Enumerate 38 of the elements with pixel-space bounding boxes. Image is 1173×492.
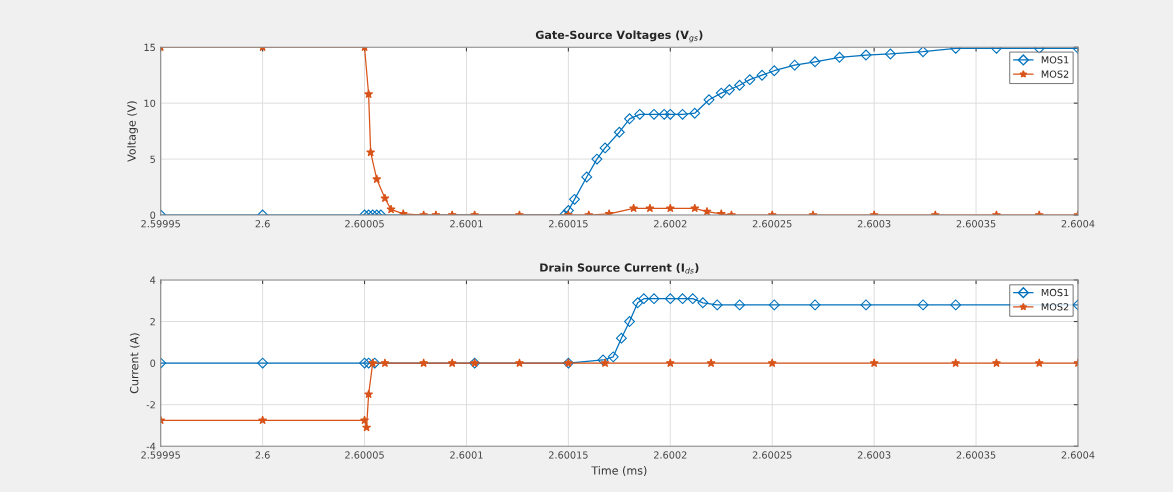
y-tick-label: -2 [146, 401, 155, 409]
x-tick-label: 2.6004 [1061, 220, 1095, 228]
x-axis-title: Time (ms) [591, 466, 647, 476]
legend-label: MOS1 [1041, 56, 1069, 64]
x-tick-label: 2.60025 [752, 220, 792, 228]
x-tick-label: 2.59995 [141, 451, 180, 459]
y-tick-label: 0 [150, 359, 156, 367]
x-tick-label: 2.6 [255, 220, 270, 228]
x-tick-label: 2.60005 [345, 220, 384, 228]
x-tick-label: 2.6001 [450, 220, 483, 228]
x-tick-label: 2.59995 [141, 220, 180, 228]
y-tick-label: 15 [144, 43, 155, 52]
legend-label: MOS1 [1041, 288, 1069, 297]
x-tick-label: 2.60015 [548, 451, 588, 459]
x-tick-label: 2.60035 [956, 451, 996, 459]
y-tick-label: 5 [150, 155, 155, 163]
y-axis-title: Current (A) [129, 333, 140, 394]
y-tick-label: 2 [150, 318, 155, 326]
y-tick-label: -4 [146, 442, 156, 450]
x-tick-label: 2.6003 [857, 220, 891, 228]
x-tick-label: 2.60015 [548, 220, 588, 228]
x-tick-label: 2.6004 [1061, 451, 1095, 459]
y-axis-title: Voltage (V) [127, 101, 138, 162]
chart-title: Gate-Source Voltages (V$_{gs}$) [535, 30, 703, 43]
y-tick-label: 10 [144, 99, 156, 107]
x-tick-label: 2.6002 [654, 220, 687, 228]
y-tick-label: 4 [150, 276, 156, 284]
x-tick-label: 2.60025 [752, 451, 792, 459]
y-tick-label: 0 [150, 211, 156, 219]
x-tick-label: 2.6003 [857, 451, 891, 459]
x-tick-label: 2.60035 [956, 220, 996, 228]
x-tick-label: 2.6 [255, 451, 270, 459]
legend-label: MOS2 [1041, 303, 1069, 311]
x-tick-label: 2.6001 [450, 451, 483, 459]
chart-title: Drain Source Current (I$_{ds}$) [540, 263, 699, 274]
x-tick-label: 2.6002 [654, 451, 687, 459]
legend-label: MOS2 [1041, 70, 1069, 78]
x-tick-label: 2.60005 [345, 451, 384, 459]
